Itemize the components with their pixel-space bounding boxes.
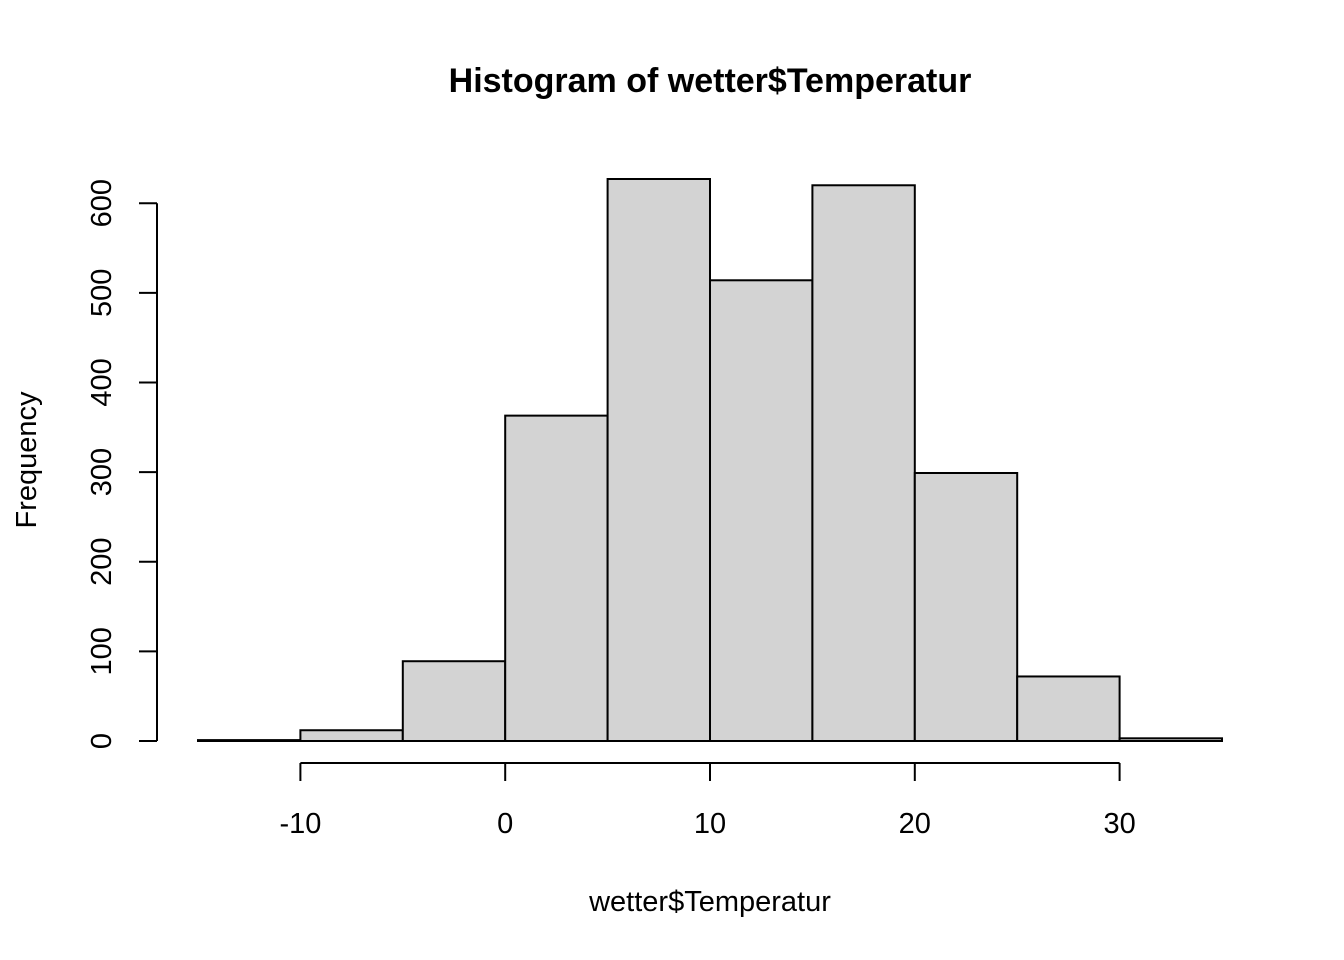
y-tick-label-6: 600 — [86, 179, 118, 227]
x-tick-label-1: 0 — [497, 808, 513, 840]
histogram-bar-7 — [913, 471, 1019, 742]
histogram-bar-3 — [504, 414, 609, 742]
y-tick-label-4: 400 — [86, 358, 118, 406]
histogram-bar-4 — [606, 178, 711, 742]
histogram-bar-1 — [299, 729, 404, 742]
x-axis: -10 0 10 20 30 — [279, 762, 1136, 840]
y-axis-label: Frequency — [11, 391, 43, 529]
x-tick-label-3: 20 — [899, 808, 931, 840]
y-tick-label-0: 0 — [86, 733, 118, 749]
histogram-bar-8 — [1016, 675, 1121, 742]
histogram-bar-5 — [709, 279, 814, 742]
histogram-bar-9 — [1118, 737, 1223, 743]
y-tick-label-1: 100 — [86, 627, 118, 675]
x-tick-label-0: -10 — [279, 808, 321, 840]
histogram-bars — [197, 178, 1223, 743]
y-tick-label-2: 200 — [86, 538, 118, 586]
x-axis-label: wetter$Temperatur — [588, 886, 831, 918]
x-tick-label-4: 30 — [1103, 808, 1135, 840]
y-tick-label-3: 300 — [86, 448, 118, 496]
y-tick-label-5: 500 — [86, 269, 118, 317]
x-tick-label-2: 10 — [694, 808, 726, 840]
y-axis: 0 100 200 300 400 500 600 — [86, 179, 158, 749]
histogram-bar-0 — [197, 739, 302, 742]
histogram-bar-2 — [401, 660, 507, 743]
chart-title: Histogram of wetter$Temperatur — [449, 62, 972, 100]
histogram-bar-6 — [811, 184, 916, 743]
